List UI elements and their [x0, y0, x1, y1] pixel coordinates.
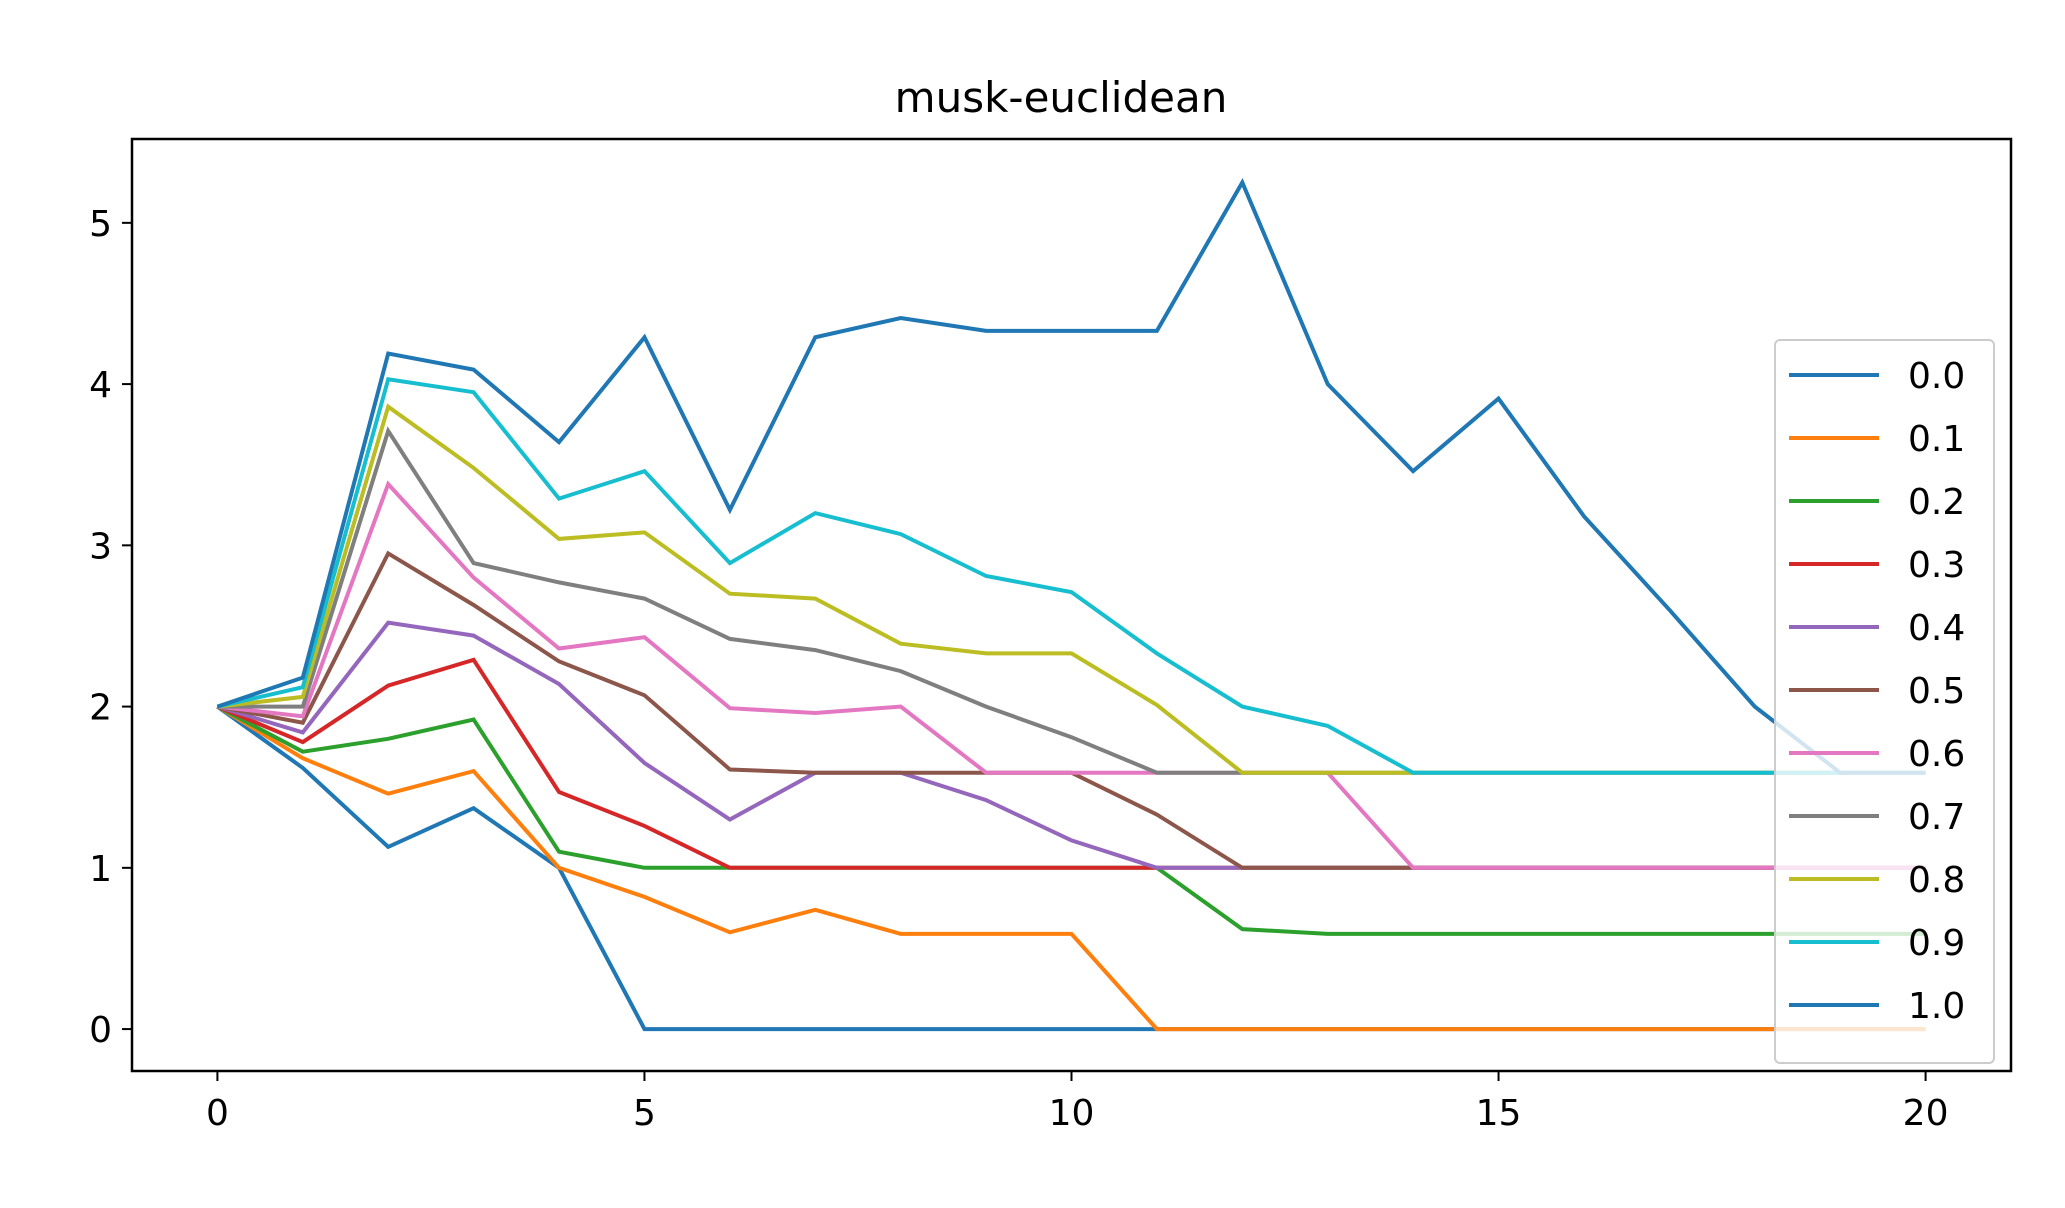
- y-tick-label: 3: [89, 526, 112, 567]
- legend: 0.0 0.1 0.2 0.3 0.4 0.5 0.6 0.7 0.8 0.9 1.0: [1774, 339, 1995, 1064]
- plot-area: [216, 178, 1926, 1032]
- legend-box: [1774, 339, 1995, 1064]
- legend-label: 0.8: [1908, 860, 1965, 901]
- chart-title: musk-euclidean: [895, 73, 1228, 122]
- x-tick-label: 10: [1049, 1093, 1095, 1134]
- x-tick-label: 15: [1476, 1093, 1522, 1134]
- series-line-1-0: [216, 178, 1926, 775]
- legend-label: 0.3: [1908, 545, 1965, 586]
- series-line-0-1: [216, 704, 1926, 1032]
- legend-label: 0.7: [1908, 797, 1965, 838]
- y-tick-label: 1: [89, 849, 112, 890]
- y-tick-label: 0: [89, 1010, 112, 1051]
- axis-ticks: 0 5 10 15 20 0 1 2 3 4 5: [89, 204, 1948, 1134]
- legend-label: 0.2: [1908, 482, 1965, 523]
- legend-label: 0.9: [1908, 923, 1965, 964]
- x-tick-label: 0: [206, 1093, 229, 1134]
- y-tick-label: 5: [89, 204, 112, 245]
- legend-label: 0.0: [1908, 356, 1965, 397]
- series-line-0-6: [217, 480, 1926, 870]
- y-tick-label: 2: [89, 688, 112, 729]
- axes-frame: [130, 137, 2013, 1073]
- legend-label: 0.5: [1908, 671, 1965, 712]
- series-line-0-5: [217, 550, 1926, 870]
- legend-label: 1.0: [1908, 986, 1965, 1027]
- y-tick-label: 4: [89, 365, 112, 406]
- series-line-0-9: [216, 377, 1926, 775]
- legend-label: 0.4: [1908, 608, 1965, 649]
- x-tick-label: 20: [1903, 1093, 1949, 1134]
- series-line-0-2: [216, 704, 1926, 936]
- legend-label: 0.1: [1908, 419, 1965, 460]
- series-line-0-3: [216, 657, 1926, 870]
- legend-label: 0.6: [1908, 734, 1965, 775]
- x-tick-label: 5: [633, 1093, 656, 1134]
